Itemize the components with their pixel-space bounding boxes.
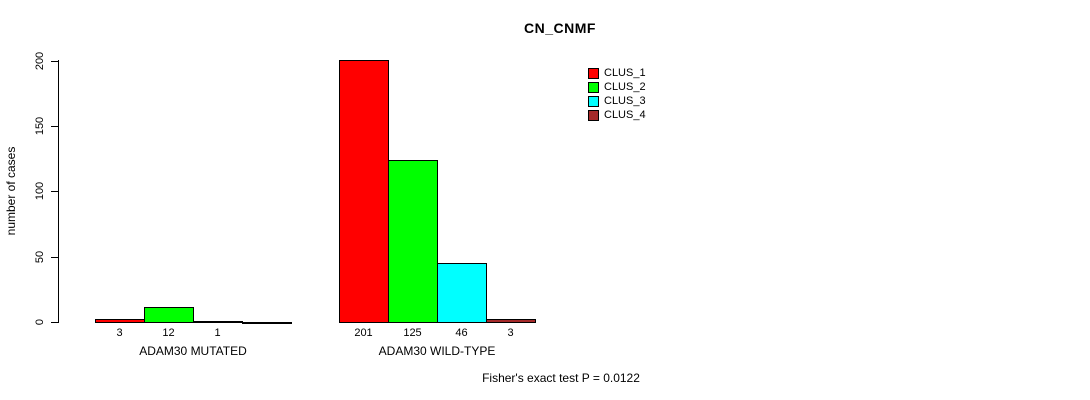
bar-clus_2	[388, 160, 438, 323]
category-label: ADAM30 WILD-TYPE	[378, 344, 496, 358]
legend: CLUS_1 CLUS_2 CLUS_3 CLUS_4	[588, 66, 646, 122]
bar-value-label: 46	[455, 327, 468, 339]
y-tick-mark	[51, 257, 58, 258]
legend-item: CLUS_2	[588, 80, 646, 94]
legend-swatch-clus_1	[588, 67, 599, 79]
bar-clus_1	[95, 319, 145, 323]
legend-label: CLUS_1	[604, 66, 646, 79]
bar-clus_3	[437, 263, 487, 323]
category-label: ADAM30 MUTATED	[139, 344, 247, 358]
bar-value-label: 3	[507, 327, 514, 339]
y-tick-mark	[51, 61, 58, 62]
legend-swatch-clus_3	[588, 95, 599, 107]
y-tick-mark	[51, 126, 58, 127]
legend-label: CLUS_4	[604, 108, 646, 121]
y-tick-mark	[51, 322, 58, 323]
legend-item: CLUS_1	[588, 66, 646, 80]
y-tick-label: 50	[34, 250, 46, 264]
y-tick-label: 0	[34, 318, 46, 326]
bar-value-label: 1	[214, 327, 221, 339]
bar-clus_1	[339, 60, 389, 323]
y-tick-mark	[51, 191, 58, 192]
chart-title: CN_CNMF	[524, 20, 596, 36]
legend-label: CLUS_2	[604, 80, 646, 93]
bar-value-label: 201	[354, 327, 373, 339]
bar-value-label: 12	[162, 327, 175, 339]
bar-clus_4	[486, 319, 536, 323]
legend-item: CLUS_3	[588, 94, 646, 108]
bar-value-label: 3	[116, 327, 123, 339]
bar-clus_3	[193, 321, 243, 323]
y-axis-title: number of cases	[4, 146, 18, 236]
y-tick-label: 150	[34, 116, 46, 136]
bar-value-label: 125	[403, 327, 422, 339]
y-tick-label: 200	[34, 51, 46, 71]
legend-swatch-clus_2	[588, 81, 599, 93]
stat-note: Fisher's exact test P = 0.0122	[482, 371, 640, 385]
legend-item: CLUS_4	[588, 108, 646, 122]
y-tick-label: 100	[34, 181, 46, 201]
bar-clus_2	[144, 307, 194, 323]
legend-swatch-clus_4	[588, 109, 599, 121]
y-axis-line	[58, 60, 59, 323]
bar-clus_4	[242, 322, 292, 324]
legend-label: CLUS_3	[604, 94, 646, 107]
